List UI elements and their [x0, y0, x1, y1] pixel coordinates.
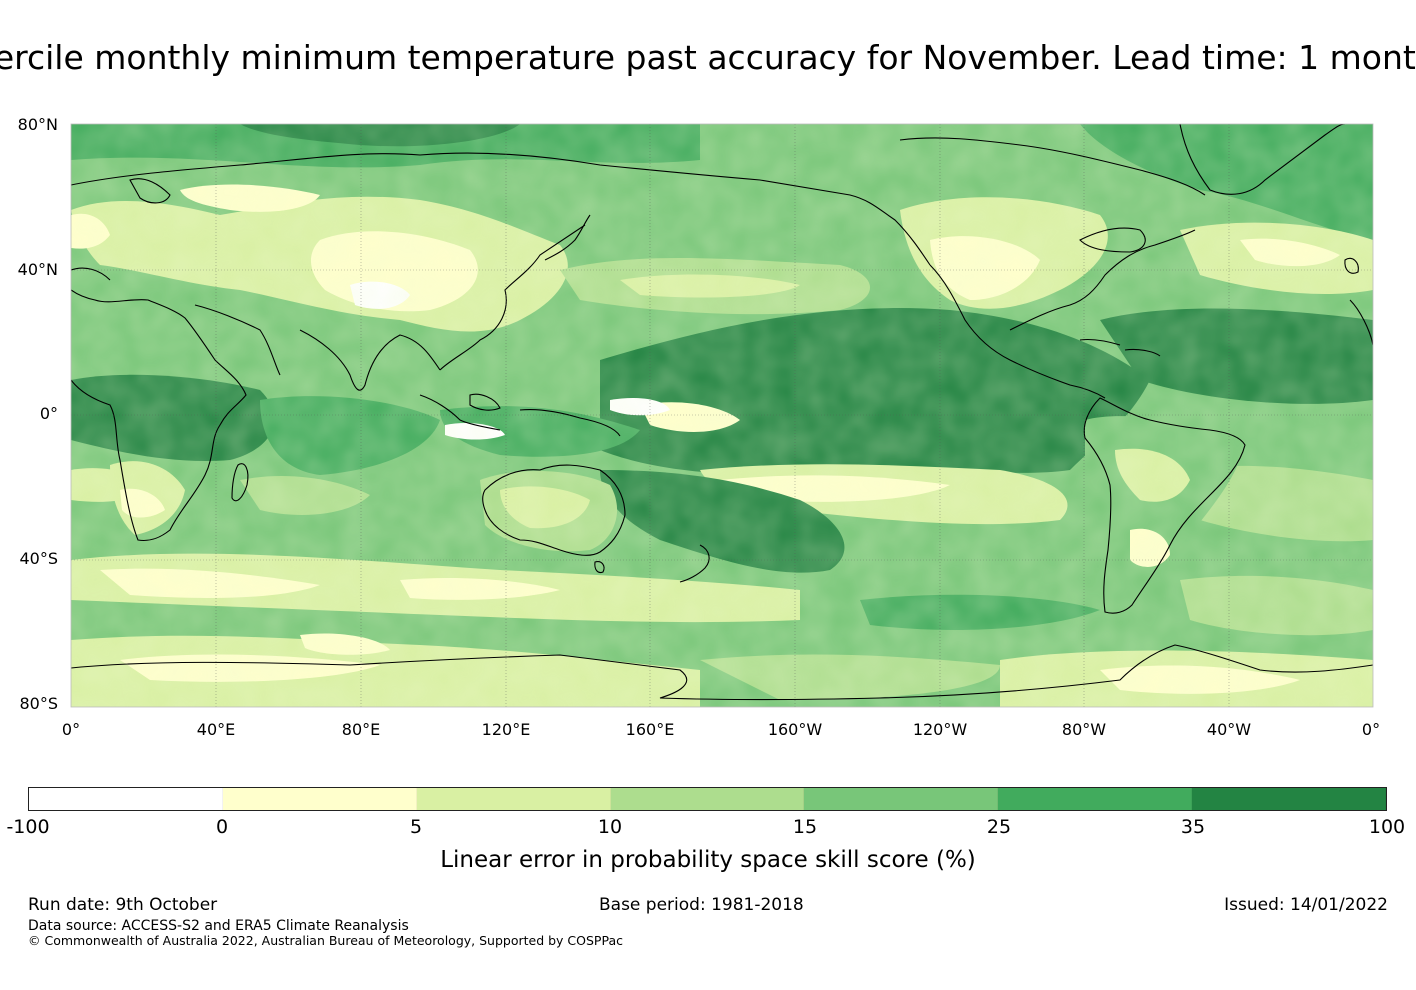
colorbar-tick-label: 25 [986, 816, 1012, 838]
run-date: Run date: 9th October [28, 895, 218, 915]
colorbar-tick-label: 15 [792, 816, 818, 838]
lon-label-80e: 80°E [341, 720, 381, 739]
colorbar-tick-label: -100 [6, 816, 50, 838]
colorbar [28, 787, 1387, 811]
base-period: Base period: 1981-2018 [599, 895, 804, 915]
lat-label-40s: 40°S [19, 549, 58, 568]
lat-label-80s: 80°S [19, 694, 58, 713]
colorbar-tick-label: 5 [409, 816, 423, 838]
lon-label-120e: 120°E [481, 720, 531, 739]
lon-label-40e: 40°E [196, 720, 236, 739]
colorbar-segment [804, 788, 999, 810]
coastlines [71, 124, 1373, 701]
graticule [71, 124, 1373, 707]
colorbar-segment [1192, 788, 1387, 810]
skill-field [71, 124, 1373, 707]
colorbar-segment [222, 788, 417, 810]
lon-label-80w: 80°W [1061, 720, 1107, 739]
lon-label-160w: 160°W [767, 720, 823, 739]
data-source: Data source: ACCESS-S2 and ERA5 Climate … [28, 918, 409, 934]
lon-label-40w: 40°W [1206, 720, 1252, 739]
colorbar-segment [29, 788, 223, 810]
colorbar-title: Linear error in probability space skill … [440, 847, 976, 873]
lon-label-120w: 120°W [912, 720, 968, 739]
colorbar-tick-label: 100 [1368, 816, 1406, 838]
colorbar-segment [998, 788, 1193, 810]
lat-label-40n: 40°N [17, 260, 58, 279]
lon-label-0: 0° [61, 720, 81, 739]
colorbar-tick-label: 10 [597, 816, 623, 838]
colorbar-tick-label: 0 [215, 816, 229, 838]
copyright: © Commonwealth of Australia 2022, Austra… [28, 933, 623, 948]
colorbar-segment [610, 788, 805, 810]
lat-label-equator: 0° [39, 404, 58, 423]
colorbar-tick-label: 35 [1180, 816, 1206, 838]
lon-label-0-east: 0° [1361, 720, 1381, 739]
lat-label-80n: 80°N [17, 115, 58, 134]
map-title: Tercile monthly minimum temperature past… [0, 38, 1416, 77]
lon-label-160e: 160°E [625, 720, 675, 739]
issued-date: Issued: 14/01/2022 [1224, 895, 1388, 915]
colorbar-segment [416, 788, 611, 810]
